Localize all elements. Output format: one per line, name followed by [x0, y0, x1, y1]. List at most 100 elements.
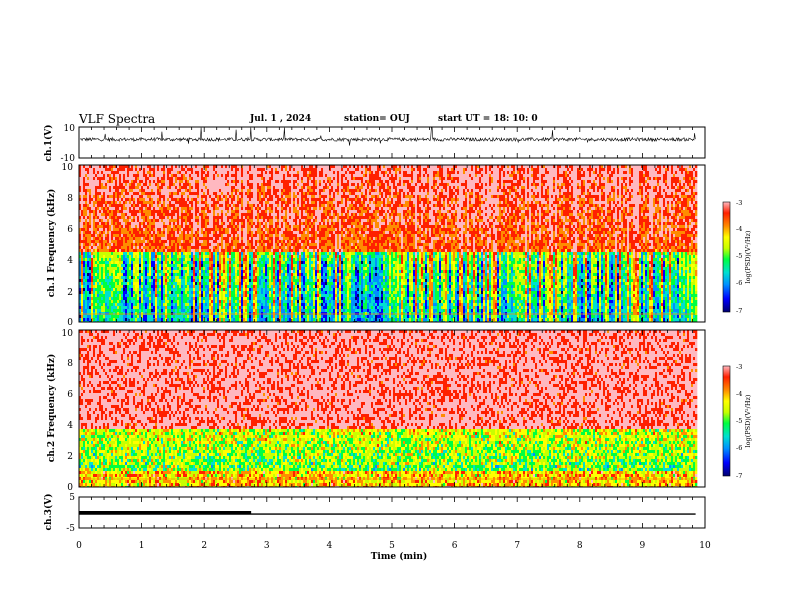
ch1-spectrogram-cell	[243, 225, 246, 229]
ch1-spectrogram-cell	[173, 204, 176, 208]
ch1-spectrogram-cell	[165, 246, 168, 250]
ch1-spectrogram-cell	[185, 258, 188, 262]
ch1-spectrogram-cell	[235, 279, 238, 283]
ch1-spectrogram-cell	[183, 177, 186, 181]
ch1-spectrogram-cell	[157, 174, 160, 178]
ch1-spectrogram-cell	[111, 249, 114, 253]
ch1-spectrogram-cell	[149, 201, 152, 205]
ch1-spectrogram-cell	[215, 288, 218, 292]
ch1-spectrogram-cell	[117, 174, 120, 178]
ch1-spectrogram-cell	[115, 270, 118, 274]
ch1-spectrogram-cell	[191, 282, 194, 286]
ch1-spectrogram-cell	[113, 174, 116, 178]
ch1-spectrogram-cell	[251, 165, 254, 169]
ch1-spectrogram-cell	[253, 273, 256, 277]
ch1-spectrogram-cell	[163, 246, 166, 250]
ch1-spectrogram-cell	[107, 270, 110, 274]
ch1-spectrogram-cell	[107, 243, 110, 247]
ch1-spectrogram-cell	[257, 255, 260, 259]
ch1-spectrogram-cell	[127, 243, 130, 247]
ch1-spectrogram-cell	[177, 300, 180, 304]
ch1-spectrogram-cell	[83, 192, 86, 196]
ch1-spectrogram-cell	[159, 180, 162, 184]
ch1-spectrogram-cell	[247, 186, 250, 190]
ch1-spectrogram-cell	[255, 171, 258, 175]
ch1-spectrogram-cell	[189, 210, 192, 214]
ch1-spectrogram-cell	[249, 267, 252, 271]
ch1-spectrogram-cell	[163, 174, 166, 178]
ch1-spectrogram-cell	[171, 165, 174, 169]
ch1-spectrogram-cell	[207, 252, 210, 256]
ch1-spectrogram-cell	[229, 180, 232, 184]
ch1-spectrogram-cell	[205, 183, 208, 187]
ch1-spectrogram-cell	[105, 201, 108, 205]
ch1-spectrogram-cell	[209, 270, 212, 274]
ch1-spectrogram-cell	[159, 240, 162, 244]
ch1-spectrogram-cell	[203, 282, 206, 286]
ch1-spectrogram-cell	[237, 315, 240, 319]
ch1-spectrogram-cell	[245, 210, 248, 214]
ch1-spectrogram-cell	[175, 183, 178, 187]
ch1-spectrogram-cell	[223, 201, 226, 205]
ch1-spectrogram-cell	[127, 225, 130, 229]
ch1-spectrogram-cell	[223, 252, 226, 256]
ch1-spectrogram-cell	[229, 240, 232, 244]
ch1-spectrogram-cell	[243, 309, 246, 313]
ch1-spectrogram-cell	[221, 204, 224, 208]
ch1-spectrogram-cell	[191, 186, 194, 190]
ch1-spectrogram-cell	[249, 315, 252, 319]
ch1-spectrogram-cell	[243, 246, 246, 250]
ch1-spectrogram-cell	[129, 315, 132, 319]
ch1-spectrogram-cell	[203, 228, 206, 232]
ch1-spectrogram-cell	[241, 264, 244, 268]
ch1-spectrogram-cell	[109, 315, 112, 319]
ch1-spectrogram-cell	[163, 165, 166, 169]
ch1-spectrogram-cell	[235, 165, 238, 169]
ch1-spectrogram-cell	[171, 252, 174, 256]
ch1-spectrogram-cell	[231, 198, 234, 202]
ch1-spectrogram-cell	[197, 219, 200, 223]
ch1-spectrogram-cell	[171, 243, 174, 247]
ch1-spectrogram-cell	[133, 228, 136, 232]
ch1-spectrogram-cell	[191, 216, 194, 220]
ch1-spectrogram-cell	[147, 288, 150, 292]
ch1-spectrogram-cell	[119, 210, 122, 214]
ch1-spectrogram-cell	[145, 192, 148, 196]
ch1-spectrogram-cell	[123, 306, 126, 310]
ch1-spectrogram-cell	[123, 285, 126, 289]
ch1-spectrogram-cell	[117, 318, 120, 322]
ch1-spectrogram-cell	[191, 183, 194, 187]
ch1-spectrogram-cell	[261, 240, 264, 244]
ch1-spectrogram-cell	[171, 273, 174, 277]
ch1-spectrogram-cell	[227, 297, 230, 301]
ch1-spectrogram-cell	[185, 192, 188, 196]
ch1-spectrogram-cell	[123, 294, 126, 298]
ch1-spectrogram-cell	[261, 276, 264, 280]
ch1-spectrogram-cell	[161, 228, 164, 232]
ch1-spectrogram-cell	[201, 249, 204, 253]
ch1-spectrogram-cell	[183, 222, 186, 226]
ch1-spectrogram-cell	[193, 174, 196, 178]
ch1-spectrogram-cell	[117, 198, 120, 202]
ch1-spectrogram-cell	[219, 282, 222, 286]
ch1-spectrogram-cell	[147, 201, 150, 205]
ch1-spectrogram-cell	[87, 201, 90, 205]
ch1-spectrogram-cell	[175, 177, 178, 181]
ch1-spectrogram-cell	[123, 216, 126, 220]
ch1-spectrogram-cell	[225, 309, 228, 313]
ch1-spectrogram-cell	[179, 186, 182, 190]
ch1-spectrogram-cell	[201, 282, 204, 286]
ch1-spectrogram-cell	[171, 315, 174, 319]
ch1-spectrogram-cell	[143, 168, 146, 172]
ch1-spectrogram-cell	[125, 189, 128, 193]
ch1-spectrogram-cell	[239, 210, 242, 214]
ch1-spectrogram-cell	[89, 300, 92, 304]
ch1-spectrogram-cell	[105, 273, 108, 277]
ch1-spectrogram-cell	[227, 264, 230, 268]
ch1-spectrogram-cell	[103, 252, 106, 256]
ch1-spectrogram-cell	[215, 318, 218, 322]
ch1-spectrogram-cell	[95, 177, 98, 181]
ch1-spectrogram-cell	[245, 207, 248, 211]
ch1-spectrogram-cell	[203, 291, 206, 295]
ch1-spectrogram-cell	[151, 270, 154, 274]
